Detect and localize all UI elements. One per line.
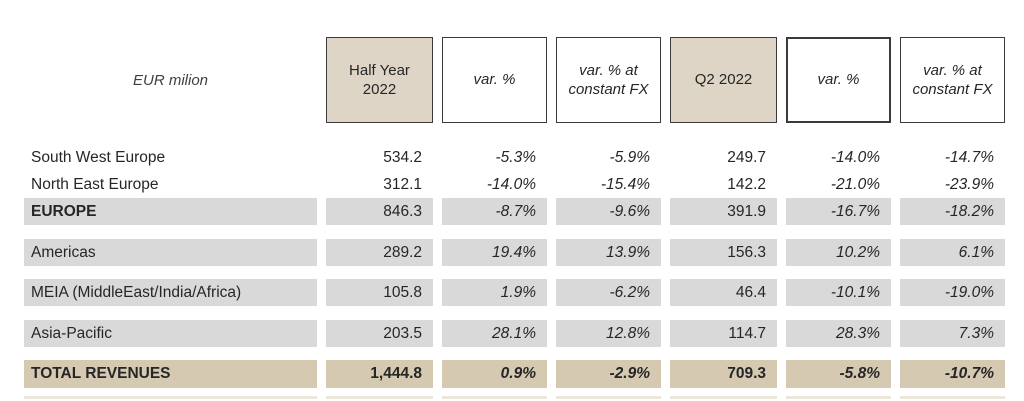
value-cell: 534.2 bbox=[383, 148, 422, 166]
value-cell: -6.2% bbox=[556, 279, 661, 306]
value-cell: -15.4% bbox=[600, 175, 650, 193]
row-label: EUROPE bbox=[24, 198, 317, 225]
table-header-row: EUR milion Half Year 2022 var. % var. % … bbox=[24, 37, 1005, 123]
value-cell: -9.6% bbox=[556, 198, 661, 225]
value-cell: 1,444.8 bbox=[326, 360, 433, 388]
value-cell: 12.8% bbox=[556, 320, 661, 347]
row-label: TOTAL REVENUES bbox=[24, 360, 317, 388]
table-row-asia-pacific: Asia-Pacific 203.5 28.1% 12.8% 114.7 28.… bbox=[24, 320, 1005, 347]
shadow-segment bbox=[786, 396, 891, 399]
value-cell: -10.1% bbox=[786, 279, 891, 306]
table-row-meia: MEIA (MiddleEast/India/Africa) 105.8 1.9… bbox=[24, 279, 1005, 306]
total-row-shadow bbox=[24, 396, 1005, 399]
value-cell: 0.9% bbox=[442, 360, 547, 388]
row-label: South West Europe bbox=[31, 148, 166, 166]
value-cell: 114.7 bbox=[670, 320, 777, 347]
value-cell: 289.2 bbox=[326, 239, 433, 266]
value-cell: 846.3 bbox=[326, 198, 433, 225]
value-cell: -21.0% bbox=[830, 175, 880, 193]
value-cell: 156.3 bbox=[670, 239, 777, 266]
table-row-americas: Americas 289.2 19.4% 13.9% 156.3 10.2% 6… bbox=[24, 239, 1005, 266]
shadow-segment bbox=[556, 396, 661, 399]
column-header-var-pct-hy: var. % bbox=[442, 37, 547, 123]
value-cell: 6.1% bbox=[900, 239, 1005, 266]
value-cell: -19.0% bbox=[900, 279, 1005, 306]
shadow-segment bbox=[442, 396, 547, 399]
column-header-half-year-2022: Half Year 2022 bbox=[326, 37, 433, 123]
value-cell: -14.0% bbox=[830, 148, 880, 166]
row-label: Asia-Pacific bbox=[24, 320, 317, 347]
shadow-segment bbox=[900, 396, 1005, 399]
shadow-segment bbox=[24, 396, 317, 399]
value-cell: -18.2% bbox=[900, 198, 1005, 225]
value-cell: 10.2% bbox=[786, 239, 891, 266]
value-cell: 142.2 bbox=[727, 175, 766, 193]
row-label: Americas bbox=[24, 239, 317, 266]
value-cell: 249.7 bbox=[727, 148, 766, 166]
value-cell: -8.7% bbox=[442, 198, 547, 225]
value-cell: 391.9 bbox=[670, 198, 777, 225]
value-cell: -5.9% bbox=[609, 148, 651, 166]
value-cell: 28.1% bbox=[442, 320, 547, 347]
unit-label: EUR milion bbox=[132, 71, 208, 89]
value-cell: -14.0% bbox=[486, 175, 536, 193]
table-row-total-revenues: TOTAL REVENUES 1,444.8 0.9% -2.9% 709.3 … bbox=[24, 360, 1005, 388]
column-header-var-pct-constant-fx-hy: var. % at constant FX bbox=[556, 37, 661, 123]
value-cell: 46.4 bbox=[670, 279, 777, 306]
value-cell: -5.3% bbox=[495, 148, 537, 166]
table-row-europe-subtotal: EUROPE 846.3 -8.7% -9.6% 391.9 -16.7% -1… bbox=[24, 198, 1005, 225]
column-header-var-pct-constant-fx-q2: var. % at constant FX bbox=[900, 37, 1005, 123]
shadow-segment bbox=[326, 396, 433, 399]
value-cell: -5.8% bbox=[786, 360, 891, 388]
value-cell: 7.3% bbox=[900, 320, 1005, 347]
value-cell: 1.9% bbox=[442, 279, 547, 306]
value-cell: 709.3 bbox=[670, 360, 777, 388]
value-cell: 28.3% bbox=[786, 320, 891, 347]
value-cell: 13.9% bbox=[556, 239, 661, 266]
value-cell: -10.7% bbox=[900, 360, 1005, 388]
row-label: MEIA (MiddleEast/India/Africa) bbox=[24, 279, 317, 306]
column-header-var-pct-q2: var. % bbox=[786, 37, 891, 123]
value-cell: -23.9% bbox=[944, 175, 994, 193]
value-cell: -16.7% bbox=[786, 198, 891, 225]
value-cell: -14.7% bbox=[944, 148, 994, 166]
table-row-north-east-europe: North East Europe 312.1 -14.0% -15.4% 14… bbox=[24, 171, 1005, 198]
value-cell: 312.1 bbox=[383, 175, 422, 193]
value-cell: 19.4% bbox=[442, 239, 547, 266]
table-row-south-west-europe: South West Europe 534.2 -5.3% -5.9% 249.… bbox=[24, 144, 1005, 171]
value-cell: 105.8 bbox=[326, 279, 433, 306]
shadow-segment bbox=[670, 396, 777, 399]
row-label: North East Europe bbox=[31, 175, 159, 193]
column-header-q2-2022: Q2 2022 bbox=[670, 37, 777, 123]
value-cell: 203.5 bbox=[326, 320, 433, 347]
value-cell: -2.9% bbox=[556, 360, 661, 388]
